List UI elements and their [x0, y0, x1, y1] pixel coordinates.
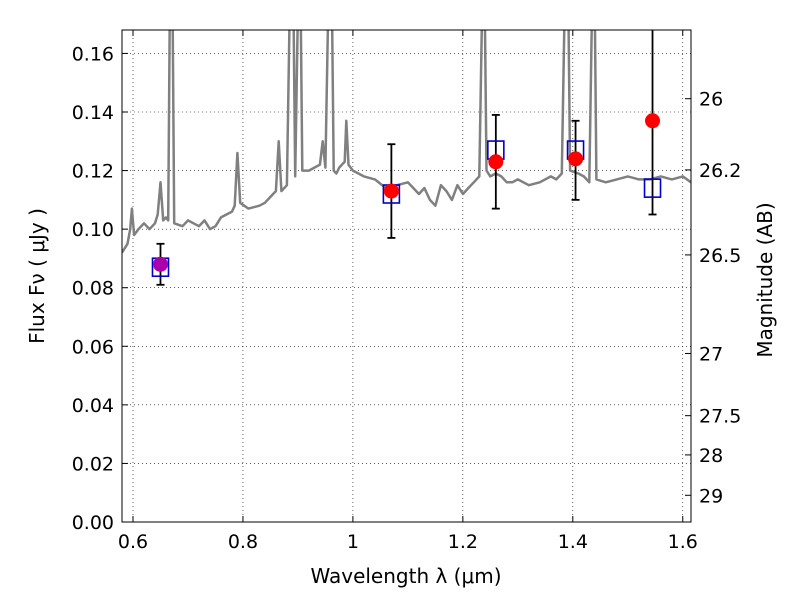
x-tick-label: 1.4: [558, 531, 588, 553]
observed-marker: [383, 183, 399, 199]
magnitude-axis-label: Magnitude (AB): [753, 202, 777, 357]
x-tick-label: 0.8: [228, 531, 258, 553]
model-marker: [643, 178, 662, 198]
plot-frame: [121, 29, 692, 523]
magnitude-tick-label: 29: [699, 485, 723, 507]
y-tick-label: 0.00: [72, 512, 114, 534]
x-tick-label: 1: [347, 531, 359, 553]
x-axis-label: Wavelength λ (μm): [310, 564, 501, 588]
y-tick-label: 0.16: [72, 43, 114, 65]
x-tick-label: 1.6: [668, 531, 698, 553]
observed-marker: [488, 154, 504, 170]
magnitude-tick-label: 26.2: [699, 160, 741, 182]
x-tick-label: 0.6: [118, 531, 148, 553]
y-tick-label: 0.12: [72, 161, 114, 183]
observed-marker: [568, 151, 584, 167]
magnitude-axis-ticks: 26 26.2 26.5 27 27.5 28 29: [685, 89, 741, 507]
observed-marker: [152, 256, 168, 272]
y-tick-label: 0.08: [72, 278, 114, 300]
y-axis-label: Flux Fν ( μJy ): [25, 208, 49, 344]
y-tick-label: 0.10: [72, 219, 114, 241]
x-tick-label: 1.2: [448, 531, 478, 553]
magnitude-tick-label: 26: [699, 89, 723, 111]
magnitude-tick-label: 27.5: [699, 406, 741, 428]
y-tick-label: 0.02: [72, 453, 114, 475]
grid-lines: [122, 30, 691, 522]
magnitude-tick-label: 26.5: [699, 245, 741, 267]
magnitude-tick-label: 27: [699, 343, 723, 365]
y-tick-label: 0.04: [72, 395, 114, 417]
observed-photometry-markers: [152, 113, 661, 272]
magnitude-tick-label: 28: [699, 445, 723, 467]
y-tick-label: 0.14: [72, 102, 114, 124]
x-axis-ticks: 0.6 0.8 1 1.2 1.4 1.6: [118, 30, 698, 553]
observed-marker: [645, 113, 661, 129]
template-spectrum: [122, 30, 691, 254]
model-photometry-markers: [151, 140, 662, 278]
spectrum-line: [122, 30, 691, 254]
y-axis-ticks: 0.00 0.02 0.04 0.06 0.08 0.10 0.12 0.14 0.16: [72, 43, 128, 534]
y-tick-label: 0.06: [72, 336, 114, 358]
